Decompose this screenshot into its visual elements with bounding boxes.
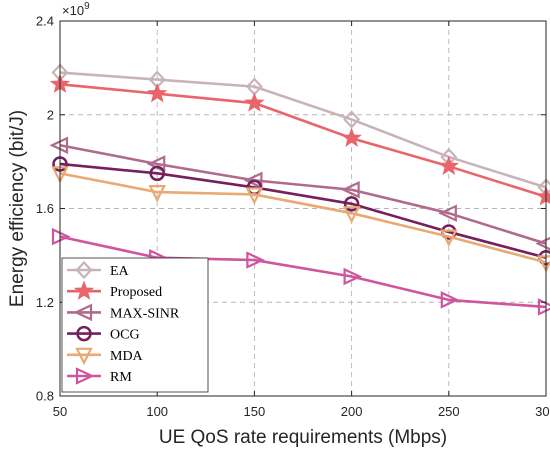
x-tick-label: 100 [146,404,168,419]
data-point-rm [246,251,266,269]
legend-item-max-sinr: MAX-SINR [67,303,180,322]
legend-item-mda: MDA [67,347,144,366]
ticks: 50 100 150 200 250 300 0.8 1.2 1.6 2 2.4 [36,14,550,420]
legend-label: MDA [110,349,144,364]
series-line-mda [59,172,547,264]
data-point-proposed [244,92,265,112]
y-tick-label: 2 [47,107,54,122]
y-tick-label: 2.4 [36,14,54,29]
legend-label: RM [110,370,132,385]
y-tick-label: 1.6 [36,201,54,216]
legend-marker [75,367,95,385]
legend-item-ocg: OCG [67,325,140,343]
legend-marker [73,303,93,322]
data-point-mda [440,229,458,248]
data-point-mda [342,206,361,224]
data-point-mda [148,184,166,203]
legend: EA Proposed MAX-SINR OCG MDA RM [61,257,209,393]
x-axis-title: UE QoS rate requirements (Mbps) [159,427,447,448]
data-point-ocg [149,165,165,182]
legend-marker [75,260,93,280]
legend-label: MAX-SINR [110,306,180,321]
data-point-proposed [341,127,362,147]
y-axis-title: Energy efficiency (bit/J) [7,110,28,307]
data-point-ocg [343,196,360,212]
data-point-proposed [147,82,168,103]
series-mda [51,166,550,273]
series-line-proposed [59,82,547,199]
y-multiplier-exponent: 9 [84,1,90,12]
legend-item-proposed: Proposed [67,280,162,300]
data-point-rm [343,267,363,286]
y-tick-label: 1.2 [36,295,54,310]
legend-item-ea: EA [67,260,130,280]
series-line-ocg [59,162,547,259]
legend-marker [75,347,93,366]
series-line-max-sinr [59,143,547,245]
y-multiplier-label: ×109 [62,1,90,18]
legend-marker [76,325,92,342]
data-point-max-sinr [243,171,263,190]
x-tick-label: 250 [438,404,460,419]
data-point-max-sinr [340,181,360,199]
legend-label: EA [110,264,130,279]
series-line-rm [59,235,547,309]
x-tick-label: 150 [244,404,266,419]
data-point-max-sinr [438,204,457,222]
x-tick-label: 300 [535,404,550,419]
data-point-proposed [438,155,459,175]
series-line-ea [59,71,547,189]
x-tick-label: 200 [341,404,363,419]
y-tick-label: 0.8 [36,389,54,404]
data-point-rm [440,291,460,309]
data-point-ea [343,110,361,129]
data-point-mda [245,187,264,205]
legend-label: OCG [110,328,140,343]
legend-item-rm: RM [67,367,132,385]
legend-label: Proposed [110,285,162,300]
x-tick-label: 50 [53,404,67,419]
legend-marker [73,280,95,300]
legend-box [61,257,209,393]
